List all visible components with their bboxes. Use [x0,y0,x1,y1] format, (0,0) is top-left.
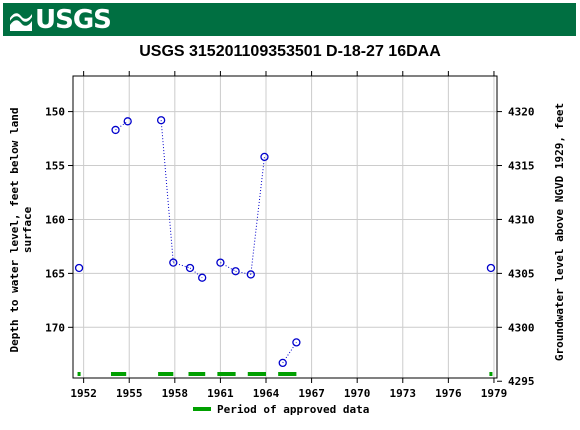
data-point [185,263,195,273]
data-point [123,117,132,126]
approved-period-bar [77,372,81,376]
data-point [231,267,240,276]
approved-periods [77,372,493,376]
y-left-tick-label: 165 [45,267,65,280]
legend-swatch [193,407,211,411]
x-tick-label: 1976 [435,387,462,400]
x-tick-label: 1952 [70,387,97,400]
approved-period-bar [188,372,206,376]
data-point [292,338,301,347]
data-point [246,270,255,279]
series-lines [115,120,297,364]
y-right-tick-label: 4315 [508,160,535,173]
y-axis-left-label-line-2: surface [21,206,34,253]
series-dotted-segment [220,262,236,272]
chart-title: USGS 315201109353501 D-18-27 16DAA [139,43,441,60]
y-left-tick-label: 150 [45,106,65,119]
y-left-tick-label: 160 [45,213,65,226]
legend-label: Period of approved data [217,403,369,416]
series-dotted-segment [235,270,251,275]
data-point [260,152,269,162]
data-point [111,125,120,135]
series-dotted-segment [282,342,297,364]
series-dotted-segment [250,156,265,275]
y-left-tick-label: 170 [45,321,65,334]
x-tick-label: 1967 [298,387,325,400]
approved-period-bar [247,372,267,376]
data-point [74,263,84,273]
x-tick-label: 1955 [116,387,143,400]
data-point [156,116,166,125]
axis-ticks: 1952 1955 1958 1961 1964 1967 1970 1973 1976 1979… [45,71,535,400]
x-tick-label: 1979 [481,387,508,400]
series-dotted-segment [115,120,128,131]
usgs-logo-text: USGS [35,5,112,35]
y-right-tick-label: 4310 [508,213,535,226]
y-left-tick-label: 155 [45,160,65,173]
data-point [198,273,207,282]
y-right-tick-label: 4300 [508,321,535,334]
x-tick-label: 1958 [162,387,189,400]
approved-period-bar [489,372,493,376]
y-right-tick-label: 4295 [508,375,535,388]
approved-period-bar [110,372,127,376]
y-right-tick-label: 4305 [508,267,535,280]
approved-period-bar [278,372,297,376]
x-tick-label: 1961 [207,387,234,400]
legend: Period of approved data [193,403,369,416]
y-axis-left-label-line-1: Depth to water level, feet below land [8,107,21,352]
data-point [216,258,225,267]
y-right-tick-label: 4320 [508,106,535,119]
series-dotted-segment [189,267,203,279]
y-axis-right-label: Groundwater level above NGVD 1929, feet [553,103,566,361]
x-tick-label: 1964 [253,387,280,400]
x-tick-label: 1970 [344,387,371,400]
approved-period-bar [217,372,236,376]
grid-lines [73,76,497,378]
plot-frame [72,75,498,379]
usgs-logo-icon [10,13,32,31]
data-point [486,263,496,273]
usgs-banner: USGS [3,3,576,36]
data-point [278,358,287,368]
data-point [169,258,178,267]
series-points [74,116,496,368]
x-tick-label: 1973 [390,387,417,400]
approved-period-bar [158,372,174,376]
series-dotted-segment [160,120,174,263]
